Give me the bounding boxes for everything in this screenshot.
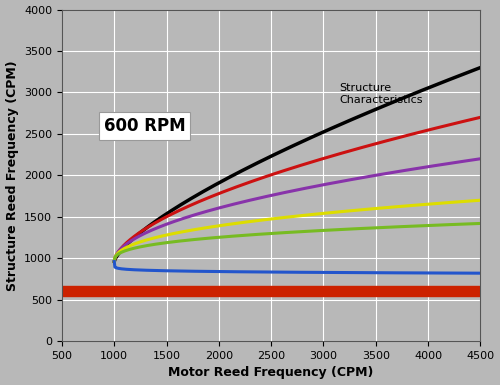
X-axis label: Motor Reed Frequency (CPM): Motor Reed Frequency (CPM)	[168, 367, 374, 380]
Text: 600 RPM: 600 RPM	[104, 117, 186, 135]
Bar	[62, 286, 480, 296]
Text: Structure
Characteristics: Structure Characteristics	[339, 83, 422, 105]
Y-axis label: Structure Reed Frequency (CPM): Structure Reed Frequency (CPM)	[6, 60, 18, 291]
